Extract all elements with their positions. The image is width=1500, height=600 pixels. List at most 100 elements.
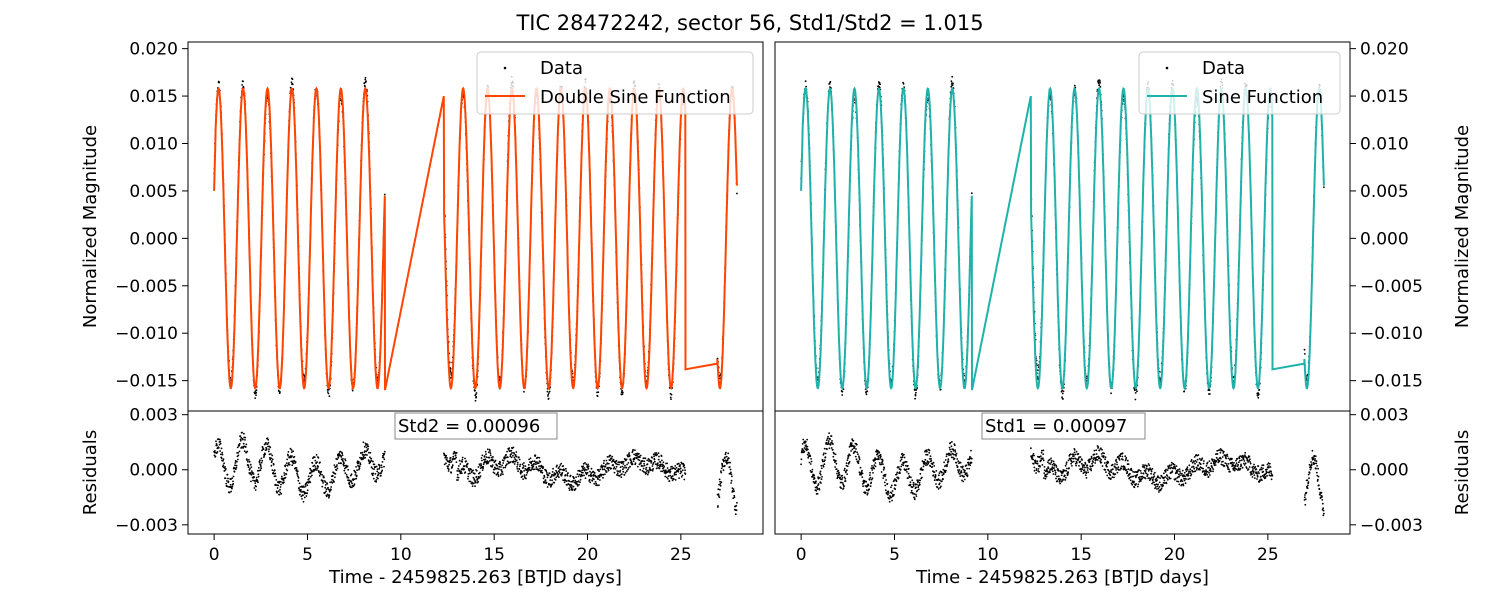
residual-point [368, 451, 370, 454]
data-point [1208, 389, 1211, 392]
data-point [841, 394, 844, 396]
residual-point [222, 458, 225, 461]
residual-point [293, 455, 296, 458]
residual-point [244, 439, 246, 441]
residual-point [290, 451, 293, 453]
residual-point [628, 454, 631, 457]
residual-point [334, 476, 336, 479]
residual-point [238, 444, 241, 447]
residual-point [678, 468, 681, 471]
residual-point [247, 466, 250, 469]
residual-point [249, 472, 252, 474]
residual-point [335, 465, 338, 468]
residual-point [585, 469, 588, 471]
residual-point [569, 485, 572, 488]
residual-point [227, 477, 229, 480]
residual-points [213, 431, 738, 516]
residual-point [470, 471, 473, 474]
residual-point [513, 456, 516, 459]
residual-point [560, 468, 562, 471]
residual-point [562, 465, 565, 467]
data-point [1098, 84, 1101, 87]
residual-point [231, 477, 234, 479]
residual-point [297, 475, 299, 478]
residual-point [660, 470, 662, 473]
data-point [547, 397, 550, 400]
y-tick-label: −0.010 [115, 324, 178, 344]
data-point [951, 75, 954, 78]
residual-point [298, 487, 300, 489]
data-point [1209, 393, 1211, 395]
residual-point [615, 465, 618, 468]
residual-point [500, 473, 503, 475]
residual-point [457, 467, 460, 470]
residual-point [552, 467, 554, 470]
residual-point [283, 474, 286, 476]
residual-point [676, 463, 679, 466]
residual-point [653, 458, 656, 461]
residual-point [592, 470, 594, 473]
residual-point [482, 463, 485, 466]
data-point [915, 391, 917, 394]
residual-point [622, 468, 624, 471]
y-tick-label: 0.010 [1360, 134, 1409, 154]
residual-point [668, 470, 670, 473]
y-tick-label: 0.010 [129, 134, 178, 154]
residual-point [314, 466, 317, 468]
residual-point [510, 453, 512, 456]
residual-point [538, 456, 541, 459]
residual-point [292, 450, 294, 453]
residual-point [283, 472, 286, 474]
residual-point [240, 446, 243, 448]
y-tick-label: 0.005 [129, 182, 178, 202]
legend-line-label: Sine Function [1202, 87, 1323, 108]
residual-point [341, 452, 344, 455]
residual-point [481, 459, 483, 462]
residual-point [493, 468, 495, 471]
plot-area [213, 431, 738, 516]
residual-point [537, 468, 539, 471]
data-point [1134, 392, 1137, 394]
residual-point [277, 484, 280, 487]
residual-point [314, 468, 317, 470]
residual-point [483, 455, 486, 457]
residual-point [286, 458, 288, 461]
residual-point [316, 467, 319, 469]
residual-point [496, 467, 499, 470]
residual-point [683, 464, 685, 467]
residual-point [671, 479, 674, 482]
residual-point [472, 469, 474, 472]
residual-point [367, 448, 369, 450]
residual-point [318, 475, 321, 477]
residual-point [294, 461, 297, 463]
residual-point [270, 464, 273, 467]
residual-point [280, 475, 283, 478]
residual-point [224, 466, 227, 468]
data-point [621, 393, 624, 395]
data-point [1136, 390, 1138, 393]
residual-point [538, 465, 540, 468]
plot-area [213, 75, 738, 402]
residual-point [450, 471, 453, 474]
residual-point [521, 475, 524, 478]
residual-point [522, 478, 524, 480]
residual-point [509, 455, 512, 458]
residual-point [632, 460, 635, 462]
residual-point [311, 462, 314, 464]
residual-point [366, 454, 368, 456]
residual-point [639, 454, 642, 457]
residual-point [680, 476, 683, 478]
residual-point [298, 482, 301, 485]
residual-point [723, 464, 726, 467]
residual-point [717, 488, 720, 491]
residual-point [642, 465, 644, 467]
data-point [364, 76, 367, 79]
residual-point [284, 464, 287, 467]
residual-point [214, 455, 217, 458]
residual-point [633, 453, 635, 456]
data-point [597, 391, 600, 394]
residual-point [463, 468, 466, 471]
residual-point [599, 468, 602, 471]
residual-point [720, 470, 722, 473]
residual-point [587, 467, 590, 470]
